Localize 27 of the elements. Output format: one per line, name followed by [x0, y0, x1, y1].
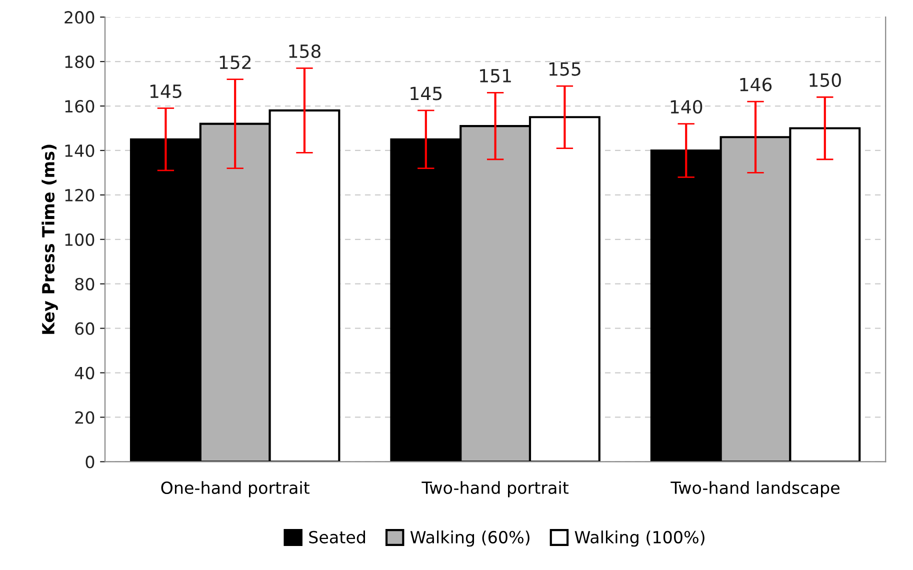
y-tick-label: 200 [64, 11, 94, 24]
data-label: 151 [480, 69, 511, 83]
y-tick-label: 180 [65, 56, 94, 68]
data-label: 145 [410, 86, 442, 100]
y-axis-title: Key Press Time (ms) [42, 144, 58, 334]
x-tick-label: Two-hand portrait [422, 481, 569, 498]
y-tick-label: 80 [75, 278, 94, 290]
y-tick-label: 120 [65, 188, 94, 202]
data-label: 146 [740, 78, 772, 92]
data-label: 150 [810, 73, 841, 87]
legend-label: Walking (60%) [410, 530, 530, 547]
legend-label: Seated [309, 530, 365, 544]
y-tick-label: 160 [65, 100, 94, 113]
data-label: 145 [150, 84, 182, 98]
legend-label: Walking (100%) [574, 530, 704, 547]
y-tick-label: 100 [65, 233, 94, 246]
x-tick-label: Two-hand landscape [670, 481, 840, 498]
y-tick-label: 140 [65, 144, 94, 158]
data-label: 158 [289, 44, 320, 58]
data-label: 152 [220, 56, 251, 70]
data-label: 155 [549, 62, 580, 76]
y-tick-label: 40 [74, 366, 94, 380]
data-label: 140 [670, 100, 702, 114]
y-tick-label: 0 [86, 456, 94, 468]
x-tick-label: One-hand portrait [161, 481, 310, 498]
y-tick-label: 20 [75, 411, 94, 424]
y-tick-label: 60 [75, 322, 94, 335]
